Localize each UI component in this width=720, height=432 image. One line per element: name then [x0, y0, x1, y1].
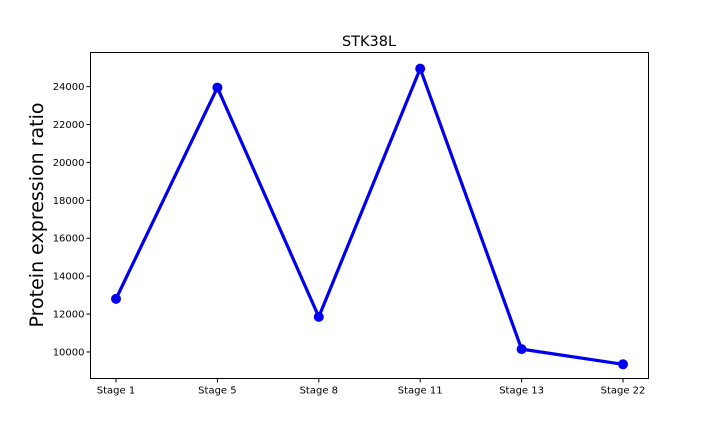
y-tick-label: 22000 [53, 120, 85, 131]
y-tick-label: 16000 [53, 234, 85, 245]
data-point [618, 359, 628, 370]
x-tick-label: Stage 13 [499, 386, 544, 397]
series-layer [111, 63, 628, 370]
data-point [516, 344, 527, 355]
y-tick-label: 20000 [53, 158, 85, 169]
y-axis: 10000 12000 14000 16000 18000 20000 22000 24000 [53, 82, 91, 358]
x-tick-label: Stage 11 [398, 386, 443, 397]
y-tick-label: 12000 [53, 310, 85, 321]
x-tick-label: Stage 1 [97, 386, 135, 397]
y-tick-label: 24000 [53, 82, 85, 93]
y-axis-label: Protein expression ratio [26, 103, 48, 328]
x-axis: Stage 1 Stage 5 Stage 8 Stage 11 Stage 13 Sta… [97, 378, 646, 397]
x-tick-label: Stage 5 [198, 386, 236, 397]
data-point [111, 293, 121, 304]
chart-title: STK38L [342, 34, 396, 50]
data-point [212, 82, 223, 93]
x-tick-label: Stage 8 [300, 386, 338, 397]
plot-area-frame [90, 52, 649, 379]
data-point [313, 311, 324, 322]
data-point [415, 63, 426, 74]
y-tick-label: 14000 [53, 272, 85, 283]
x-tick-label: Stage 22 [601, 386, 646, 397]
y-tick-label: 10000 [53, 347, 85, 358]
y-tick-label: 18000 [53, 196, 85, 207]
series-line [114, 67, 625, 366]
